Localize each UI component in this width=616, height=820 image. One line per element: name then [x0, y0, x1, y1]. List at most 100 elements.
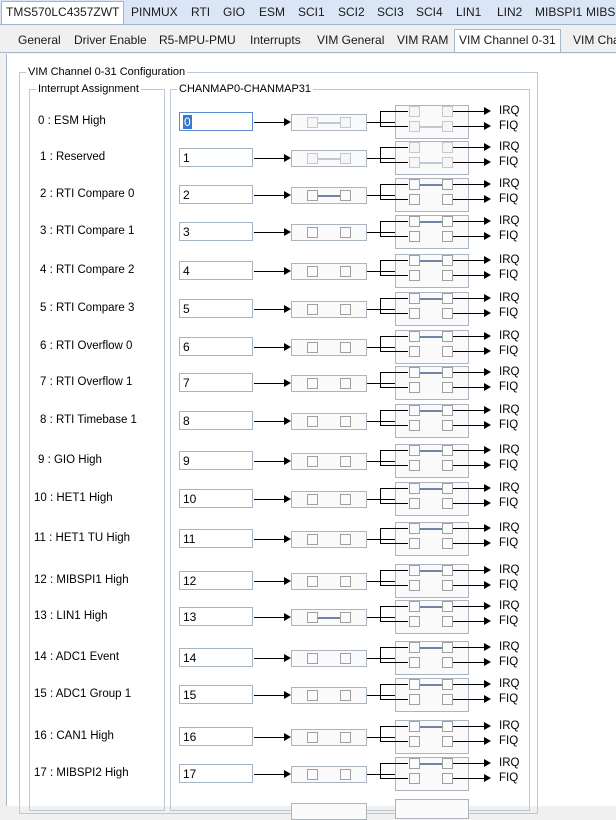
irq-checkbox[interactable] — [442, 721, 453, 732]
chanmap-input[interactable]: 6 — [179, 337, 253, 356]
chanmap-input[interactable]: 8 — [179, 411, 253, 430]
irq-checkbox[interactable] — [409, 445, 420, 456]
enable-checkbox[interactable] — [307, 653, 318, 664]
fiq-checkbox[interactable] — [409, 694, 420, 705]
fiq-checkbox[interactable] — [409, 460, 420, 471]
irq-checkbox[interactable] — [409, 601, 420, 612]
fiq-checkbox[interactable] — [409, 194, 420, 205]
chanmap-input[interactable]: 1 — [179, 148, 253, 167]
sub-tab-0[interactable]: General — [18, 33, 61, 47]
fiq-checkbox[interactable] — [442, 694, 453, 705]
chanmap-input[interactable]: 15 — [179, 685, 253, 704]
chanmap-input[interactable]: 16 — [179, 727, 253, 746]
enable-checkbox[interactable] — [340, 576, 351, 587]
irq-checkbox[interactable] — [442, 445, 453, 456]
sub-tab-5[interactable]: VIM RAM — [397, 33, 449, 47]
fiq-checkbox[interactable] — [409, 657, 420, 668]
sub-tab-3[interactable]: Interrupts — [250, 33, 301, 47]
enable-checkbox[interactable] — [340, 117, 351, 128]
fiq-checkbox[interactable] — [409, 157, 420, 168]
chanmap-input[interactable]: 7 — [179, 373, 253, 392]
irq-checkbox[interactable] — [442, 601, 453, 612]
enable-checkbox[interactable] — [340, 494, 351, 505]
irq-checkbox[interactable] — [409, 523, 420, 534]
irq-checkbox[interactable] — [409, 758, 420, 769]
chanmap-input[interactable]: 4 — [179, 261, 253, 280]
enable-checkbox[interactable] — [307, 534, 318, 545]
top-tab-12[interactable]: MIBSP — [586, 5, 616, 19]
chanmap-input[interactable]: 14 — [179, 648, 253, 667]
top-tab-7[interactable]: SCI3 — [377, 5, 404, 19]
enable-checkbox[interactable] — [340, 416, 351, 427]
chanmap-input[interactable]: 10 — [179, 489, 253, 508]
sub-tab-1[interactable]: Driver Enable — [74, 33, 147, 47]
fiq-checkbox[interactable] — [442, 736, 453, 747]
fiq-checkbox[interactable] — [409, 616, 420, 627]
fiq-checkbox[interactable] — [442, 157, 453, 168]
fiq-checkbox[interactable] — [409, 498, 420, 509]
enable-checkbox[interactable] — [307, 690, 318, 701]
irq-checkbox[interactable] — [442, 216, 453, 227]
fiq-checkbox[interactable] — [409, 270, 420, 281]
irq-checkbox[interactable] — [442, 142, 453, 153]
chanmap-input[interactable]: 2 — [179, 185, 253, 204]
top-tab-0[interactable]: TMS570LC4357ZWT — [1, 1, 125, 24]
irq-checkbox[interactable] — [442, 255, 453, 266]
fiq-checkbox[interactable] — [409, 308, 420, 319]
irq-checkbox[interactable] — [442, 642, 453, 653]
enable-checkbox[interactable] — [307, 732, 318, 743]
irq-checkbox[interactable] — [442, 758, 453, 769]
fiq-checkbox[interactable] — [442, 773, 453, 784]
top-tab-3[interactable]: GIO — [223, 5, 246, 19]
fiq-checkbox[interactable] — [442, 346, 453, 357]
irq-checkbox[interactable] — [442, 679, 453, 690]
irq-checkbox[interactable] — [442, 106, 453, 117]
top-tab-2[interactable]: RTI — [191, 5, 211, 19]
irq-checkbox[interactable] — [409, 642, 420, 653]
fiq-checkbox[interactable] — [442, 308, 453, 319]
enable-checkbox[interactable] — [307, 190, 318, 201]
fiq-checkbox[interactable] — [409, 346, 420, 357]
irq-checkbox[interactable] — [409, 255, 420, 266]
enable-checkbox[interactable] — [340, 227, 351, 238]
fiq-checkbox[interactable] — [409, 121, 420, 132]
chanmap-input[interactable]: 9 — [179, 451, 253, 470]
fiq-checkbox[interactable] — [442, 498, 453, 509]
enable-checkbox[interactable] — [340, 534, 351, 545]
sub-tab-7[interactable]: VIM Cha — [573, 33, 616, 47]
irq-checkbox[interactable] — [442, 179, 453, 190]
enable-checkbox[interactable] — [307, 304, 318, 315]
irq-checkbox[interactable] — [409, 216, 420, 227]
fiq-checkbox[interactable] — [409, 382, 420, 393]
enable-checkbox[interactable] — [307, 416, 318, 427]
chanmap-input[interactable]: 3 — [179, 222, 253, 241]
chanmap-input[interactable]: 0 — [179, 112, 253, 131]
fiq-checkbox[interactable] — [409, 231, 420, 242]
fiq-checkbox[interactable] — [442, 270, 453, 281]
sub-tab-6[interactable]: VIM Channel 0-31 — [454, 29, 561, 52]
enable-checkbox[interactable] — [307, 227, 318, 238]
irq-checkbox[interactable] — [409, 483, 420, 494]
fiq-checkbox[interactable] — [409, 736, 420, 747]
top-tab-1[interactable]: PINMUX — [131, 5, 178, 19]
irq-checkbox[interactable] — [409, 679, 420, 690]
enable-checkbox[interactable] — [307, 153, 318, 164]
enable-checkbox[interactable] — [307, 266, 318, 277]
fiq-checkbox[interactable] — [442, 231, 453, 242]
enable-checkbox[interactable] — [307, 769, 318, 780]
irq-checkbox[interactable] — [409, 142, 420, 153]
irq-checkbox[interactable] — [409, 405, 420, 416]
enable-checkbox[interactable] — [307, 612, 318, 623]
enable-checkbox[interactable] — [340, 304, 351, 315]
top-tab-8[interactable]: SCI4 — [416, 5, 443, 19]
fiq-checkbox[interactable] — [442, 382, 453, 393]
top-tab-11[interactable]: MIBSPI1 — [535, 5, 583, 19]
irq-checkbox[interactable] — [442, 483, 453, 494]
top-tab-5[interactable]: SCI1 — [298, 5, 325, 19]
enable-checkbox[interactable] — [340, 378, 351, 389]
enable-checkbox[interactable] — [340, 456, 351, 467]
irq-checkbox[interactable] — [409, 721, 420, 732]
fiq-checkbox[interactable] — [442, 460, 453, 471]
enable-checkbox[interactable] — [307, 378, 318, 389]
fiq-checkbox[interactable] — [409, 538, 420, 549]
